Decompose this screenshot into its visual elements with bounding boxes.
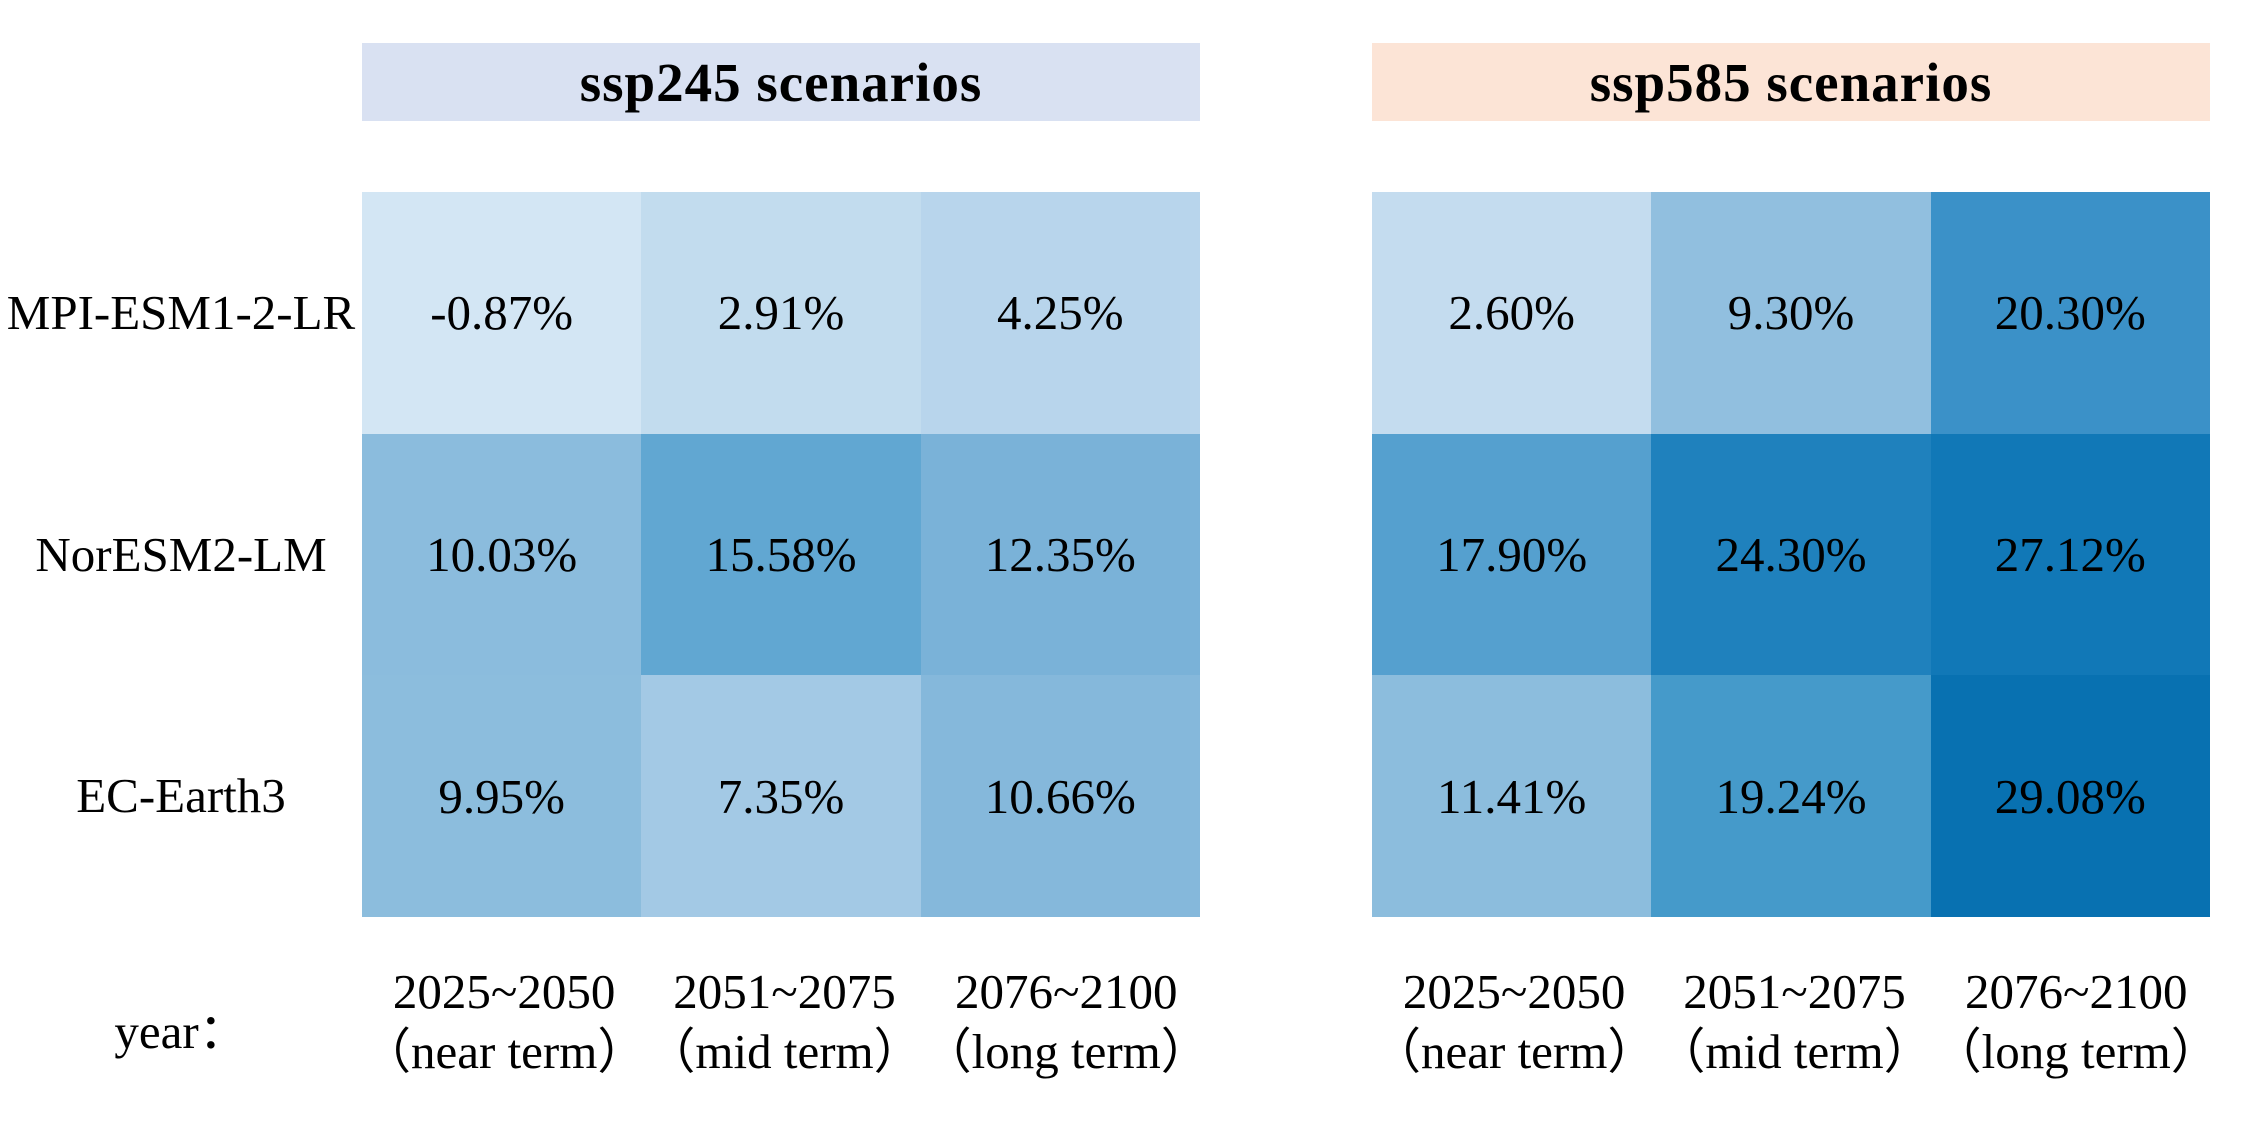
row-label-noresm2-lm: NorESM2-LM	[35, 526, 327, 582]
period-years: 2051~2075	[673, 964, 896, 1019]
period-term: （long term）	[1932, 1023, 2220, 1079]
row-label-ec-earth3: EC-Earth3	[76, 768, 286, 824]
period-label-long-term: 2076~2100 （long term）	[923, 962, 1210, 1082]
row-label-mpi-esm1-2-lr: MPI-ESM1-2-LR	[6, 284, 356, 340]
period-years: 2025~2050	[1402, 964, 1626, 1019]
heatmap-cell: 2.91%	[641, 192, 921, 434]
period-term: （near term）	[362, 1023, 647, 1079]
ssp585-header: ssp585 scenarios	[1372, 43, 2210, 121]
period-term: （mid term）	[646, 1023, 923, 1079]
period-years: 2025~2050	[392, 964, 616, 1019]
heatmap-cell: 2.60%	[1372, 192, 1652, 434]
heatmap-cell: 17.90%	[1372, 433, 1652, 676]
period-term: （long term）	[922, 1023, 1210, 1079]
heatmap-cell: 4.25%	[920, 192, 1200, 434]
ssp245-heatmap: -0.87% 2.91% 4.25% 10.03% 15.58% 12.35% …	[362, 192, 1200, 917]
heatmap-cell: 29.08%	[1930, 675, 2210, 917]
period-label-near-term: 2025~2050 （near term）	[362, 962, 646, 1082]
period-term: （near term）	[1372, 1023, 1657, 1079]
row-label-column: MPI-ESM1-2-LR NorESM2-LM EC-Earth3	[0, 192, 362, 917]
period-years: 2051~2075	[1683, 964, 1906, 1019]
heatmap-cell: 12.35%	[920, 433, 1200, 676]
heatmap-cell: 27.12%	[1930, 433, 2210, 676]
heatmap-cell: 9.95%	[362, 675, 642, 917]
period-label-long-term: 2076~2100 （long term）	[1933, 962, 2220, 1082]
heatmap-cell: 10.03%	[362, 433, 642, 676]
heatmap-cell: 19.24%	[1651, 675, 1931, 917]
period-years: 2076~2100	[954, 964, 1178, 1019]
ssp245-header: ssp245 scenarios	[362, 43, 1200, 121]
heatmap-cell: 9.30%	[1651, 192, 1931, 434]
heatmap-cell: 20.30%	[1930, 192, 2210, 434]
heatmap-cell: 10.66%	[920, 675, 1200, 917]
period-term: （mid term）	[1656, 1023, 1933, 1079]
heatmap-cell: -0.87%	[362, 192, 642, 434]
ssp245-period-labels: 2025~2050 （near term） 2051~2075 （mid ter…	[362, 962, 1210, 1082]
ssp585-heatmap: 2.60% 9.30% 20.30% 17.90% 24.30% 27.12% …	[1372, 192, 2210, 917]
period-years: 2076~2100	[1964, 964, 2188, 1019]
heatmap-cell: 24.30%	[1651, 433, 1931, 676]
heatmap-cell: 11.41%	[1372, 675, 1652, 917]
period-label-mid-term: 2051~2075 （mid term）	[1656, 962, 1932, 1082]
heatmap-cell: 7.35%	[641, 675, 921, 917]
ssp585-period-labels: 2025~2050 （near term） 2051~2075 （mid ter…	[1372, 962, 2220, 1082]
year-axis-label: year：	[114, 1003, 248, 1059]
heatmap-cell: 15.58%	[641, 433, 921, 676]
period-label-mid-term: 2051~2075 （mid term）	[646, 962, 922, 1082]
period-label-near-term: 2025~2050 （near term）	[1372, 962, 1656, 1082]
